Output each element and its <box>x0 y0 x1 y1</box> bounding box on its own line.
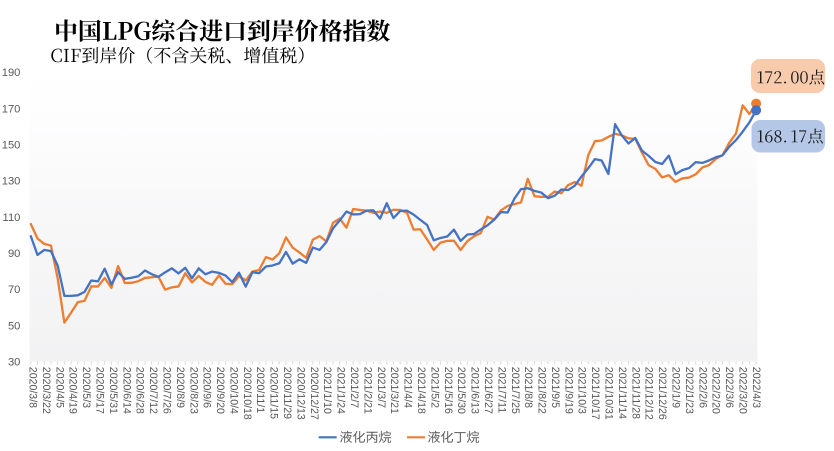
svg-text:2020/9/20: 2020/9/20 <box>214 367 226 414</box>
svg-text:2021/8/22: 2021/8/22 <box>536 367 548 414</box>
svg-text:2021/11/14: 2021/11/14 <box>616 367 628 419</box>
svg-text:2020/5/3: 2020/5/3 <box>80 367 92 408</box>
svg-text:2021/9/19: 2021/9/19 <box>562 367 574 414</box>
svg-text:2020/9/6: 2020/9/6 <box>201 367 213 408</box>
svg-text:2021/5/30: 2021/5/30 <box>455 367 467 414</box>
svg-text:2022/4/3: 2022/4/3 <box>750 367 762 408</box>
svg-text:2022/3/20: 2022/3/20 <box>736 367 748 414</box>
svg-text:2022/3/6: 2022/3/6 <box>723 367 735 408</box>
svg-text:2022/1/23: 2022/1/23 <box>683 367 695 414</box>
svg-text:2020/12/27: 2020/12/27 <box>308 367 320 420</box>
svg-text:2020/6/28: 2020/6/28 <box>134 367 146 414</box>
svg-text:2020/11/1: 2020/11/1 <box>254 367 266 413</box>
svg-text:2021/6/13: 2021/6/13 <box>469 367 481 414</box>
svg-text:2021/10/17: 2021/10/17 <box>589 367 601 420</box>
svg-text:2020/7/12: 2020/7/12 <box>147 367 159 414</box>
svg-text:2020/5/17: 2020/5/17 <box>93 367 105 414</box>
svg-text:2021/5/16: 2021/5/16 <box>442 367 454 414</box>
svg-text:2021/9/5: 2021/9/5 <box>549 367 561 408</box>
svg-text:2021/12/26: 2021/12/26 <box>656 367 668 420</box>
svg-text:50: 50 <box>8 320 20 332</box>
svg-text:2021/4/18: 2021/4/18 <box>415 367 427 414</box>
svg-text:2021/6/27: 2021/6/27 <box>482 367 494 414</box>
svg-text:130: 130 <box>2 176 21 188</box>
svg-text:2020/10/18: 2020/10/18 <box>241 367 253 420</box>
svg-text:2021/11/28: 2021/11/28 <box>629 367 641 419</box>
svg-text:2021/4/4: 2021/4/4 <box>402 367 414 408</box>
svg-text:2022/2/6: 2022/2/6 <box>696 367 708 408</box>
svg-text:2021/7/25: 2021/7/25 <box>509 367 521 414</box>
svg-text:2021/7/11: 2021/7/11 <box>495 367 507 413</box>
svg-text:2020/8/23: 2020/8/23 <box>187 367 199 414</box>
svg-text:190: 190 <box>2 67 21 79</box>
svg-text:2021/2/21: 2021/2/21 <box>361 367 373 414</box>
svg-text:2020/11/15: 2020/11/15 <box>268 367 280 419</box>
svg-text:2020/11/29: 2020/11/29 <box>281 367 293 419</box>
svg-text:2020/3/8: 2020/3/8 <box>27 367 39 408</box>
svg-text:2021/1/10: 2021/1/10 <box>321 367 333 414</box>
svg-text:2021/10/3: 2021/10/3 <box>576 367 588 414</box>
svg-text:90: 90 <box>8 248 20 260</box>
svg-text:2021/12/12: 2021/12/12 <box>643 367 655 420</box>
svg-text:2020/7/26: 2020/7/26 <box>160 367 172 414</box>
svg-text:2021/5/2: 2021/5/2 <box>428 367 440 408</box>
svg-text:170: 170 <box>2 103 21 115</box>
svg-text:110: 110 <box>3 212 21 224</box>
svg-text:30: 30 <box>8 357 20 369</box>
svg-text:2021/3/7: 2021/3/7 <box>375 367 387 408</box>
svg-text:2022/1/9: 2022/1/9 <box>670 367 682 408</box>
svg-text:2020/4/5: 2020/4/5 <box>53 367 65 408</box>
svg-text:2021/1/24: 2021/1/24 <box>335 367 347 414</box>
svg-text:2020/12/13: 2020/12/13 <box>294 367 306 420</box>
svg-text:2020/10/4: 2020/10/4 <box>227 367 239 414</box>
svg-text:2021/8/8: 2021/8/8 <box>522 367 534 408</box>
svg-text:2020/6/14: 2020/6/14 <box>120 367 132 414</box>
svg-text:2020/5/31: 2020/5/31 <box>107 367 119 414</box>
svg-text:2021/3/21: 2021/3/21 <box>388 367 400 414</box>
svg-text:2021/2/7: 2021/2/7 <box>348 367 360 408</box>
svg-text:150: 150 <box>2 139 21 151</box>
svg-text:2020/8/9: 2020/8/9 <box>174 367 186 408</box>
svg-text:2021/10/31: 2021/10/31 <box>603 367 615 420</box>
svg-text:2020/3/22: 2020/3/22 <box>40 367 52 414</box>
svg-text:2022/2/20: 2022/2/20 <box>710 367 722 414</box>
svg-text:2020/4/19: 2020/4/19 <box>67 367 79 414</box>
svg-text:70: 70 <box>8 284 20 296</box>
